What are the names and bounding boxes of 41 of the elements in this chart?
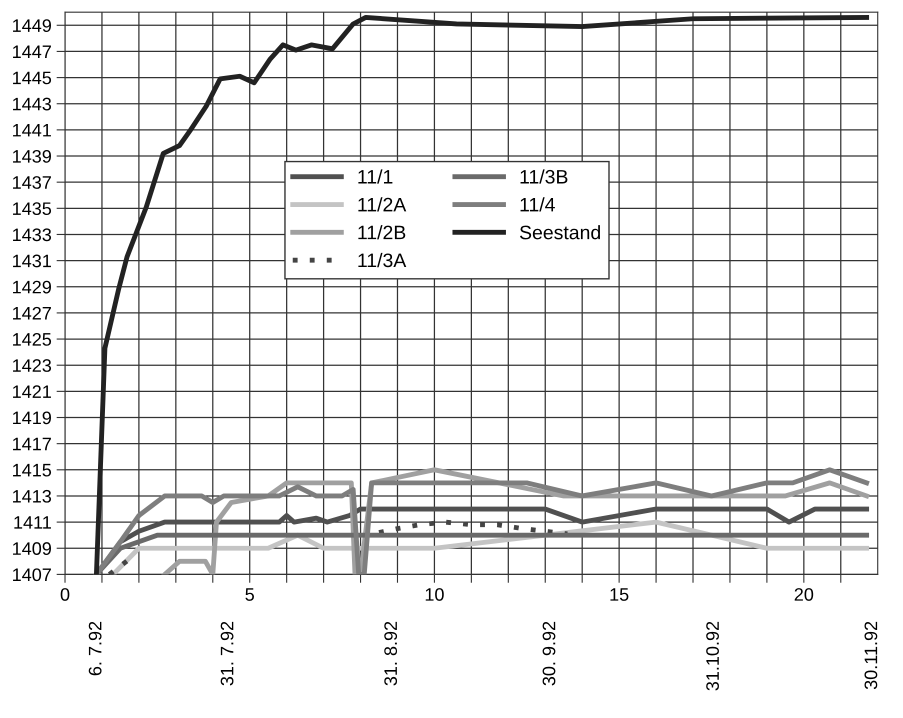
y-tick-label: 1449 bbox=[13, 19, 51, 32]
x-tick-label: 5 bbox=[245, 588, 254, 601]
line-series bbox=[94, 15, 870, 574]
x2-tick-label: 6. 7.92 bbox=[88, 622, 102, 676]
legend-label: Seestand bbox=[520, 225, 600, 240]
x-tick-label: 15 bbox=[610, 588, 628, 601]
x2-tick-label: 31. 8.92 bbox=[384, 622, 398, 686]
y-tick-label: 1433 bbox=[13, 228, 52, 242]
x-tick-label: 20 bbox=[794, 588, 814, 601]
y-tick-label: 1435 bbox=[13, 202, 52, 216]
legend-label: 11/3B bbox=[520, 169, 568, 184]
x-tick-label: 10 bbox=[426, 588, 444, 601]
x2-tick-label: 31.10.92 bbox=[706, 622, 719, 691]
y-tick-label: 1443 bbox=[13, 98, 52, 110]
legend-label: 11/2B bbox=[358, 225, 406, 240]
y-tick-label: 1425 bbox=[13, 332, 52, 346]
legend-label: 11/4 bbox=[520, 197, 555, 212]
x2-tick-label: 31. 7.92 bbox=[220, 622, 234, 686]
y-tick-label: 1417 bbox=[13, 438, 51, 450]
x2-tick-label: 30. 9.92 bbox=[542, 622, 556, 686]
y-tick-label: 1419 bbox=[13, 411, 51, 424]
y-tick-label: 1445 bbox=[13, 72, 52, 84]
y-tick-label: 1439 bbox=[13, 150, 51, 163]
y-tick-label: 1429 bbox=[13, 280, 51, 294]
legend-label: 11/1 bbox=[358, 169, 392, 184]
x2-tick-label: 30.11.92 bbox=[864, 622, 878, 690]
y-tick-label: 1431 bbox=[13, 254, 51, 268]
y-tick-label: 1447 bbox=[13, 46, 51, 58]
y-tick-label: 1407 bbox=[13, 568, 51, 582]
y-tick-label: 1409 bbox=[13, 542, 51, 555]
y-tick-label: 1421 bbox=[13, 385, 51, 398]
y-tick-label: 1423 bbox=[13, 359, 52, 372]
y-tick-label: 1415 bbox=[13, 464, 52, 477]
y-tick-label: 1437 bbox=[13, 176, 51, 189]
legend-label: 11/3A bbox=[358, 252, 406, 268]
y-tick-label: 1411 bbox=[14, 516, 51, 529]
legend-label: 11/2A bbox=[358, 197, 406, 212]
y-tick-label: 1441 bbox=[13, 124, 51, 136]
y-tick-label: 1427 bbox=[13, 306, 51, 320]
x-tick-label: 0 bbox=[60, 588, 70, 601]
y-tick-label: 1413 bbox=[13, 490, 52, 503]
